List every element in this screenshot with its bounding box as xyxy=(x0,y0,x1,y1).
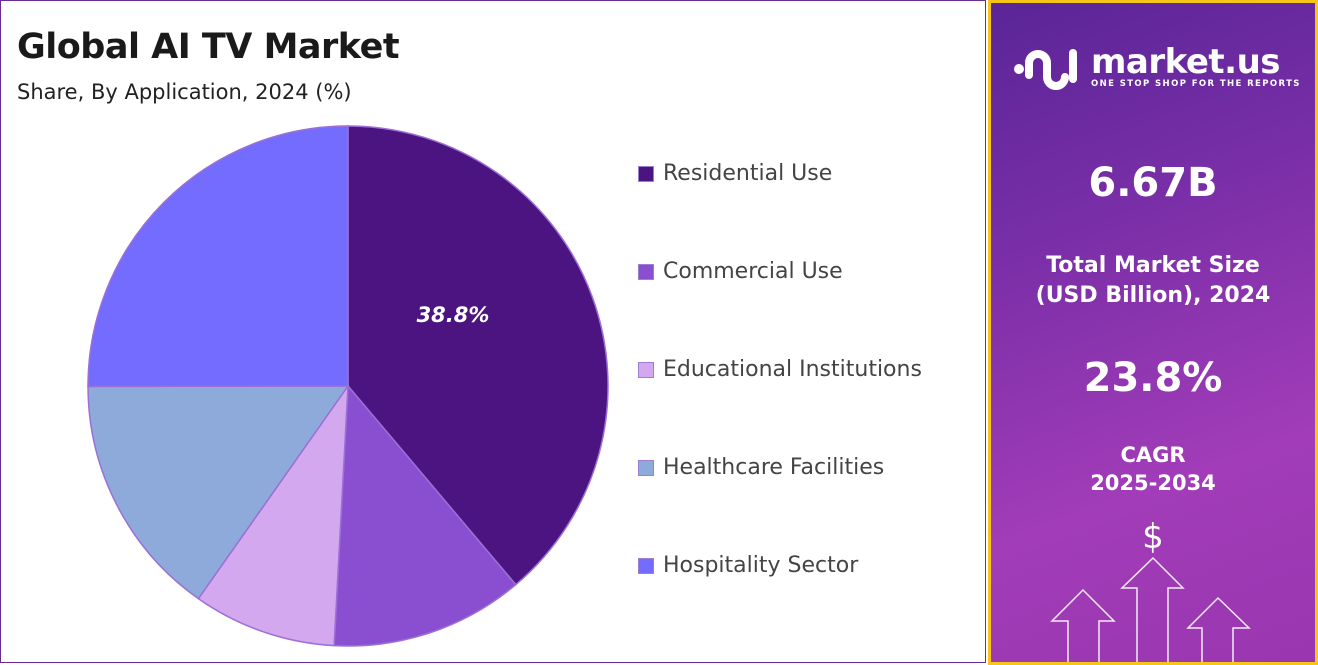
legend-item: Residential Use xyxy=(638,161,832,186)
pie-chart: 38.8% xyxy=(87,125,609,647)
market-size-value: 6.67B xyxy=(1088,160,1218,206)
growth-arrows-icon xyxy=(1050,556,1251,662)
pie-slice-healthcare-facilities xyxy=(87,385,350,600)
legend-swatch xyxy=(638,263,654,280)
legend-label: Commercial Use xyxy=(663,259,843,284)
pie-slice-educational-institutions xyxy=(197,383,349,647)
cagr-value: 23.8% xyxy=(1083,355,1223,401)
legend-label: Residential Use xyxy=(663,161,833,186)
legend-label: Healthcare Facilities xyxy=(663,455,885,480)
dollar-icon: $ xyxy=(1142,517,1164,557)
pie-slice-hospitality-sector xyxy=(87,125,349,388)
cagr-label-line1: CAGR xyxy=(1120,443,1186,467)
legend-swatch xyxy=(638,361,654,378)
pie-slice-commercial-use xyxy=(333,384,517,647)
market-size-label-line2: (USD Billion), 2024 xyxy=(1035,283,1271,308)
chart-panel: Global AI TV Market Share, By Applicatio… xyxy=(0,0,986,663)
cagr-label-line2: 2025-2034 xyxy=(1090,471,1216,495)
legend-swatch xyxy=(638,557,654,574)
legend-label: Educational Institutions xyxy=(663,357,922,382)
legend-label: Hospitality Sector xyxy=(663,553,859,578)
legend-swatch xyxy=(638,459,654,476)
pie-slice-residential-use xyxy=(347,125,609,586)
market-size-label-line1: Total Market Size xyxy=(1046,253,1260,278)
legend-item: Commercial Use xyxy=(638,259,843,284)
legend-item: Healthcare Facilities xyxy=(638,455,884,480)
logo-icon xyxy=(1014,49,1077,90)
legend-swatch xyxy=(638,165,654,182)
logo-text: market.us xyxy=(1091,42,1281,82)
data-label-residential: 38.8% xyxy=(417,303,490,327)
chart-title: Global AI TV Market xyxy=(17,27,400,67)
logo-tagline: ONE STOP SHOP FOR THE REPORTS xyxy=(1091,79,1301,89)
market-us-logo: market.us ONE STOP SHOP FOR THE REPORTS xyxy=(1013,39,1301,95)
chart-subtitle: Share, By Application, 2024 (%) xyxy=(17,80,352,104)
legend-item: Hospitality Sector xyxy=(638,553,858,578)
legend-item: Educational Institutions xyxy=(638,357,922,382)
summary-panel: market.us ONE STOP SHOP FOR THE REPORTS … xyxy=(988,0,1318,665)
